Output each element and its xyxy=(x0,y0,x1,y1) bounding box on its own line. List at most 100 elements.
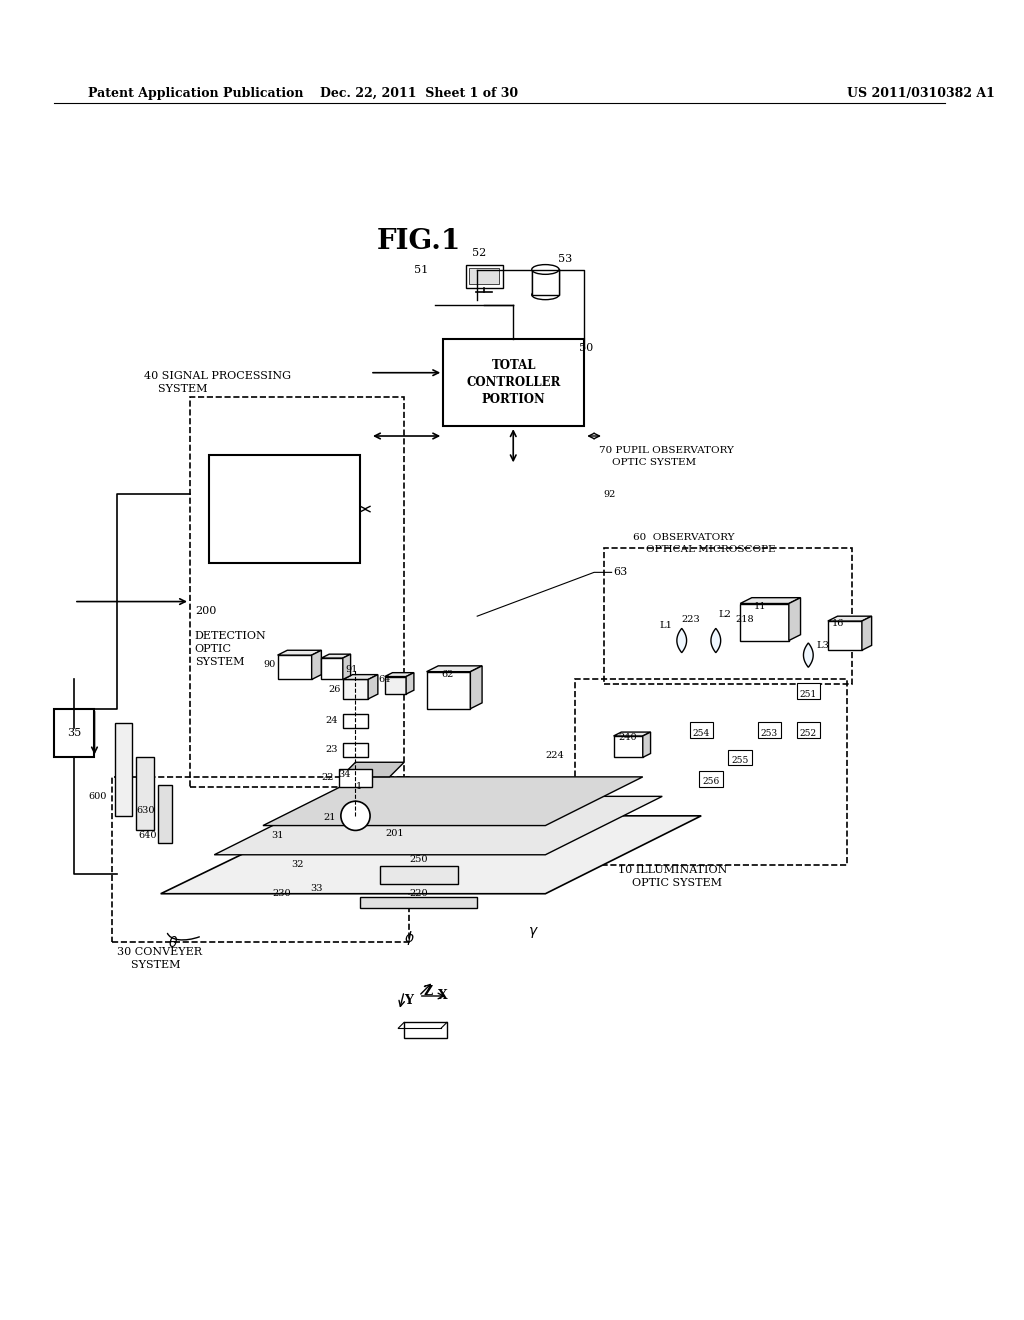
Polygon shape xyxy=(214,796,663,855)
Text: 240: 240 xyxy=(618,734,638,742)
Polygon shape xyxy=(827,616,871,620)
FancyBboxPatch shape xyxy=(53,709,94,758)
Text: 250: 250 xyxy=(410,855,428,865)
Text: 640: 640 xyxy=(139,830,158,840)
Polygon shape xyxy=(804,643,813,668)
Polygon shape xyxy=(643,733,650,758)
FancyBboxPatch shape xyxy=(322,659,343,680)
FancyBboxPatch shape xyxy=(469,268,499,284)
Polygon shape xyxy=(341,762,404,777)
FancyBboxPatch shape xyxy=(699,771,723,787)
Text: 254: 254 xyxy=(692,729,710,738)
Text: Y: Y xyxy=(404,994,414,1007)
Text: 256: 256 xyxy=(702,777,720,787)
Text: 630: 630 xyxy=(136,807,155,816)
Text: US 2011/0310382 A1: US 2011/0310382 A1 xyxy=(847,87,995,100)
Circle shape xyxy=(341,801,370,830)
Polygon shape xyxy=(470,665,482,709)
Text: 64: 64 xyxy=(379,675,391,684)
FancyBboxPatch shape xyxy=(158,784,172,843)
Text: 34: 34 xyxy=(338,771,350,779)
Text: 253: 253 xyxy=(761,729,778,738)
FancyBboxPatch shape xyxy=(278,655,311,680)
FancyBboxPatch shape xyxy=(827,620,862,651)
Polygon shape xyxy=(161,816,701,894)
Text: 224: 224 xyxy=(546,751,564,760)
Text: 31: 31 xyxy=(271,830,284,840)
Text: 60  OBSERVATORY
    OPTICAL MICROSCOPE: 60 OBSERVATORY OPTICAL MICROSCOPE xyxy=(633,533,775,554)
Polygon shape xyxy=(788,598,801,640)
FancyBboxPatch shape xyxy=(797,722,820,738)
Text: 30 CONVEYER
    SYSTEM: 30 CONVEYER SYSTEM xyxy=(117,948,202,970)
FancyBboxPatch shape xyxy=(758,722,781,738)
Text: 218: 218 xyxy=(735,615,754,623)
Text: 220: 220 xyxy=(410,890,428,898)
Text: 90: 90 xyxy=(263,660,275,669)
FancyBboxPatch shape xyxy=(209,455,360,562)
Polygon shape xyxy=(677,628,686,652)
FancyBboxPatch shape xyxy=(613,737,643,758)
Text: 40 SIGNAL PROCESSING
    SYSTEM: 40 SIGNAL PROCESSING SYSTEM xyxy=(144,371,291,395)
Text: 251: 251 xyxy=(800,689,817,698)
Polygon shape xyxy=(322,655,350,659)
Text: 32: 32 xyxy=(291,861,303,869)
Text: DETECTION
OPTIC
SYSTEM: DETECTION OPTIC SYSTEM xyxy=(195,631,266,667)
Polygon shape xyxy=(311,651,322,680)
Text: X: X xyxy=(438,990,447,1002)
FancyBboxPatch shape xyxy=(689,722,713,738)
Text: 63: 63 xyxy=(613,568,628,577)
Text: 24: 24 xyxy=(326,715,338,725)
Text: 35: 35 xyxy=(67,729,81,738)
Text: 51: 51 xyxy=(414,265,428,276)
FancyBboxPatch shape xyxy=(360,896,477,908)
Text: Dec. 22, 2011  Sheet 1 of 30: Dec. 22, 2011 Sheet 1 of 30 xyxy=(319,87,518,100)
Text: 70 PUPIL OBSERVATORY
    OPTIC SYSTEM: 70 PUPIL OBSERVATORY OPTIC SYSTEM xyxy=(599,446,734,466)
Polygon shape xyxy=(862,616,871,651)
Text: 600: 600 xyxy=(89,792,108,801)
Text: Z: Z xyxy=(424,985,433,998)
Text: 50: 50 xyxy=(580,343,594,354)
FancyBboxPatch shape xyxy=(380,866,458,884)
Ellipse shape xyxy=(531,290,559,300)
Text: 16: 16 xyxy=(831,619,844,628)
Bar xyxy=(531,269,559,294)
Polygon shape xyxy=(407,673,414,694)
Text: 11: 11 xyxy=(754,602,766,611)
Text: 53: 53 xyxy=(558,253,572,264)
FancyBboxPatch shape xyxy=(728,750,752,766)
Text: 92: 92 xyxy=(604,490,616,499)
FancyBboxPatch shape xyxy=(427,672,470,709)
FancyBboxPatch shape xyxy=(443,339,585,426)
Text: $\theta$: $\theta$ xyxy=(168,935,178,950)
Text: 252: 252 xyxy=(800,729,817,738)
Polygon shape xyxy=(369,675,378,700)
Text: 26: 26 xyxy=(329,685,341,694)
Text: 223: 223 xyxy=(682,615,700,623)
Text: 201: 201 xyxy=(385,829,403,838)
Text: 33: 33 xyxy=(310,884,323,894)
FancyBboxPatch shape xyxy=(136,758,154,830)
Text: L1: L1 xyxy=(659,622,672,631)
FancyBboxPatch shape xyxy=(343,714,369,729)
Polygon shape xyxy=(711,628,721,652)
Text: 21: 21 xyxy=(324,813,336,822)
Text: $\phi$: $\phi$ xyxy=(403,928,415,946)
Polygon shape xyxy=(263,777,643,825)
FancyBboxPatch shape xyxy=(466,264,503,288)
Polygon shape xyxy=(404,1022,447,1038)
Text: 91: 91 xyxy=(346,665,358,675)
Text: 200: 200 xyxy=(195,606,216,616)
Text: TOTAL
CONTROLLER
PORTION: TOTAL CONTROLLER PORTION xyxy=(467,359,561,407)
FancyBboxPatch shape xyxy=(343,680,369,700)
Polygon shape xyxy=(427,665,482,672)
Text: L3: L3 xyxy=(816,642,829,649)
Text: 52: 52 xyxy=(472,248,486,257)
FancyBboxPatch shape xyxy=(343,743,369,758)
Polygon shape xyxy=(740,598,801,603)
FancyBboxPatch shape xyxy=(385,677,407,694)
Text: 1: 1 xyxy=(355,783,361,791)
FancyBboxPatch shape xyxy=(115,723,132,816)
Text: Patent Application Publication: Patent Application Publication xyxy=(88,87,303,100)
Text: 255: 255 xyxy=(731,756,749,764)
Polygon shape xyxy=(343,655,350,680)
